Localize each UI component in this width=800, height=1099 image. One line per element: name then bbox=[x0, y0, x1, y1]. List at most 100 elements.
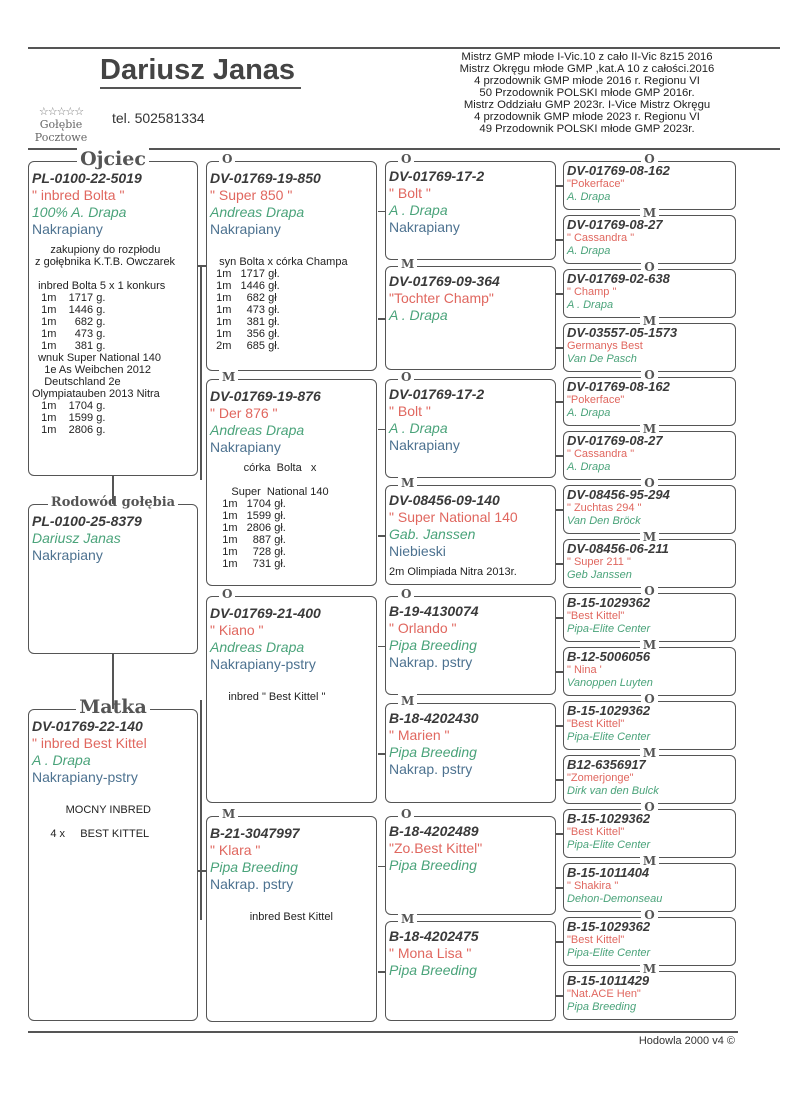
connector-line bbox=[198, 265, 206, 267]
breeder: A . Drapa bbox=[389, 307, 448, 323]
pigeon-name: " Cassandra " bbox=[567, 232, 635, 244]
pigeon-color: Niebieski bbox=[389, 543, 446, 559]
label-text: O bbox=[641, 476, 658, 490]
pigeon-name: "Zomerjonge" bbox=[567, 772, 634, 784]
pigeon-name: "Pokerface" bbox=[567, 394, 625, 406]
breeder: 100% A. Drapa bbox=[32, 204, 127, 220]
pigeon-color: Nakrap. pstry bbox=[389, 654, 473, 670]
breeder: A . Drapa bbox=[32, 752, 91, 768]
great-great-grandparent-box: O B-15-1029362 "Best Kittel" Pipa-Elite Cen… bbox=[563, 584, 736, 642]
ring-number: DV-08456-09-140 bbox=[389, 492, 500, 508]
pigeon-name: "Tochter Champ" bbox=[389, 290, 494, 306]
footer: Hodowla 2000 v4 © bbox=[638, 1035, 735, 1047]
grandparent-box: O DV-01769-21-400 " Kiano " Andreas Drapa Na… bbox=[206, 587, 377, 803]
breeder: Pipa-Elite Center bbox=[567, 623, 651, 635]
great-great-grandparent-box: M DV-01769-08-27 " Cassandra " A. Drapa bbox=[563, 422, 736, 480]
great-great-grandparent-box: M DV-03557-05-1573 Germanys Best Van De Pas… bbox=[563, 314, 736, 372]
box-label: M bbox=[386, 694, 555, 708]
ring-number: DV-01769-21-400 bbox=[210, 605, 321, 621]
breeder: Pipa Breeding bbox=[567, 1001, 637, 1013]
ring-number: B-15-1029362 bbox=[567, 811, 651, 826]
connector-line bbox=[556, 941, 563, 943]
pigeon-name: " Super 850 " bbox=[210, 187, 293, 203]
ring-number: B-19-4130074 bbox=[389, 603, 479, 619]
connector-line bbox=[378, 210, 385, 212]
breeder: Pipa Breeding bbox=[389, 637, 477, 653]
label-text: M bbox=[639, 422, 660, 436]
label-text: M bbox=[639, 530, 660, 544]
connector-line bbox=[378, 318, 385, 320]
grandparent-box: M B-21-3047997 " Klara " Pipa Breeding Nakr… bbox=[206, 807, 377, 1022]
pigeon-name: " Nina ' bbox=[567, 664, 602, 676]
ring-number: PL-0100-22-5019 bbox=[32, 170, 142, 186]
ring-number: DV-01769-19-876 bbox=[210, 388, 321, 404]
label-text: O bbox=[398, 152, 415, 166]
label-text: M bbox=[639, 638, 660, 652]
connector-line bbox=[378, 865, 385, 867]
connector-line bbox=[556, 725, 563, 727]
mother-box: MatkaDV-01769-22-140" inbred Best Kittel… bbox=[28, 696, 198, 1021]
ring-number: DV-03557-05-1573 bbox=[567, 325, 678, 340]
ring-number: PL-0100-25-8379 bbox=[32, 513, 142, 529]
great-great-grandparent-box: M DV-08456-06-211 " Super 211 " Geb Janssen bbox=[563, 530, 736, 588]
label-text: O bbox=[641, 692, 658, 706]
connector-line bbox=[112, 654, 114, 709]
pigeon-name: " Zuchtas 294 " bbox=[567, 502, 642, 514]
award-line: 49 Przodownik POLSKI młode GMP 2023r. bbox=[479, 123, 695, 135]
pigeon-name: Germanys Best bbox=[567, 340, 643, 352]
ring-number: DV-01769-08-162 bbox=[567, 379, 670, 394]
ring-number: B-15-1029362 bbox=[567, 919, 651, 934]
ring-number: B-18-4202475 bbox=[389, 928, 479, 944]
bottom-rule bbox=[28, 1031, 738, 1033]
label-text: M bbox=[639, 854, 660, 868]
notes: inbred " Best Kittel " bbox=[228, 691, 326, 703]
ring-number: DV-08456-95-294 bbox=[567, 487, 670, 502]
box-label: O bbox=[564, 908, 735, 922]
ring-number: B-15-1011429 bbox=[567, 973, 650, 988]
box-label: M bbox=[207, 807, 376, 821]
father-box: Ojciec PL-0100-22-5019 " inbred Bolta " 100… bbox=[28, 148, 198, 476]
ring-number: DV-01769-17-2 bbox=[389, 168, 485, 184]
label-text: O bbox=[641, 368, 658, 382]
breeder: A . Drapa bbox=[389, 420, 448, 436]
grandparent-box: O DV-01769-19-850 " Super 850 " Andreas Dra… bbox=[206, 152, 377, 371]
ring-number: DV-01769-08-27 bbox=[567, 433, 663, 448]
breeder: Pipa Breeding bbox=[389, 857, 477, 873]
pigeon-color: Nakrapiany-pstry bbox=[32, 769, 138, 785]
breeder: Van Den Bröck bbox=[567, 515, 641, 527]
label-text: O bbox=[398, 370, 415, 384]
logo-text: Gołębie bbox=[39, 118, 83, 131]
label-text: M bbox=[639, 206, 660, 220]
label-text: M bbox=[219, 370, 239, 384]
box-label: M bbox=[386, 257, 555, 271]
breeder: Pipa Breeding bbox=[210, 859, 298, 875]
ring-number: DV-01769-22-140 bbox=[32, 718, 143, 734]
pigeon-name: " Klara " bbox=[210, 842, 261, 858]
award-line: 4 przodownik GMP młode 2023 r. Regionu V… bbox=[474, 111, 700, 123]
great-great-grandparent-box: O B-15-1029362 "Best Kittel" Pipa-Elite Cen… bbox=[563, 692, 736, 750]
breeder: A. Drapa bbox=[567, 407, 611, 419]
label-text: M bbox=[639, 314, 660, 328]
pigeon-name: " Kiano " bbox=[210, 622, 264, 638]
great-grandparent-box: O DV-01769-17-2 " Bolt " A . Drapa Nakrapian… bbox=[385, 152, 556, 260]
connector-line bbox=[556, 995, 563, 997]
box-label: O bbox=[386, 587, 555, 601]
connector-line bbox=[378, 428, 385, 430]
logo-text: Pocztowe bbox=[34, 131, 88, 144]
great-great-grandparent-box: M DV-01769-08-27 " Cassandra " A. Drapa bbox=[563, 206, 736, 264]
label-text: M bbox=[639, 962, 660, 976]
logo: ☆☆☆☆☆ Gołębie Pocztowe bbox=[30, 55, 92, 145]
connector-line bbox=[556, 671, 563, 673]
connector-line bbox=[198, 870, 206, 872]
connector-line bbox=[556, 347, 563, 349]
pigeon-name: " Shakira " bbox=[567, 880, 619, 892]
box-label: M bbox=[564, 962, 735, 976]
notes: 2m Olimpiada Nitra 2013r. bbox=[389, 566, 517, 578]
pigeon-name: "Zo.Best Kittel" bbox=[389, 840, 483, 856]
pigeon-color: Nakrapiany bbox=[389, 437, 460, 453]
pigeon-color: Nakrap. pstry bbox=[210, 876, 294, 892]
connector-line bbox=[556, 563, 563, 565]
great-great-grandparent-box: M B-15-1011404 " Shakira " Dehon-Demonseau bbox=[563, 854, 736, 912]
great-great-grandparent-box: M B-12-5006056 " Nina ' Vanoppen Luyten bbox=[563, 638, 736, 696]
